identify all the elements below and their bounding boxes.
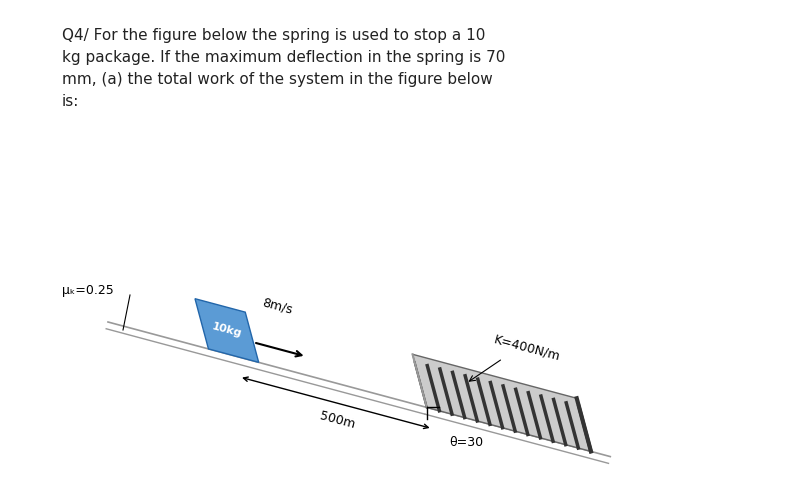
Text: Q4/ For the figure below the spring is used to stop a 10: Q4/ For the figure below the spring is u…: [62, 28, 486, 43]
Text: kg package. If the maximum deflection in the spring is 70: kg package. If the maximum deflection in…: [62, 50, 506, 65]
Text: θ=30: θ=30: [450, 436, 484, 449]
Text: is:: is:: [62, 94, 79, 109]
Text: 10kg: 10kg: [210, 322, 243, 340]
Text: K=400N/m: K=400N/m: [493, 333, 562, 364]
Polygon shape: [195, 299, 258, 363]
Text: mm, (a) the total work of the system in the figure below: mm, (a) the total work of the system in …: [62, 72, 493, 87]
Polygon shape: [413, 354, 591, 451]
Text: 8m/s: 8m/s: [260, 296, 294, 317]
Text: μₖ=0.25: μₖ=0.25: [62, 284, 114, 296]
Text: 500m: 500m: [318, 409, 357, 431]
